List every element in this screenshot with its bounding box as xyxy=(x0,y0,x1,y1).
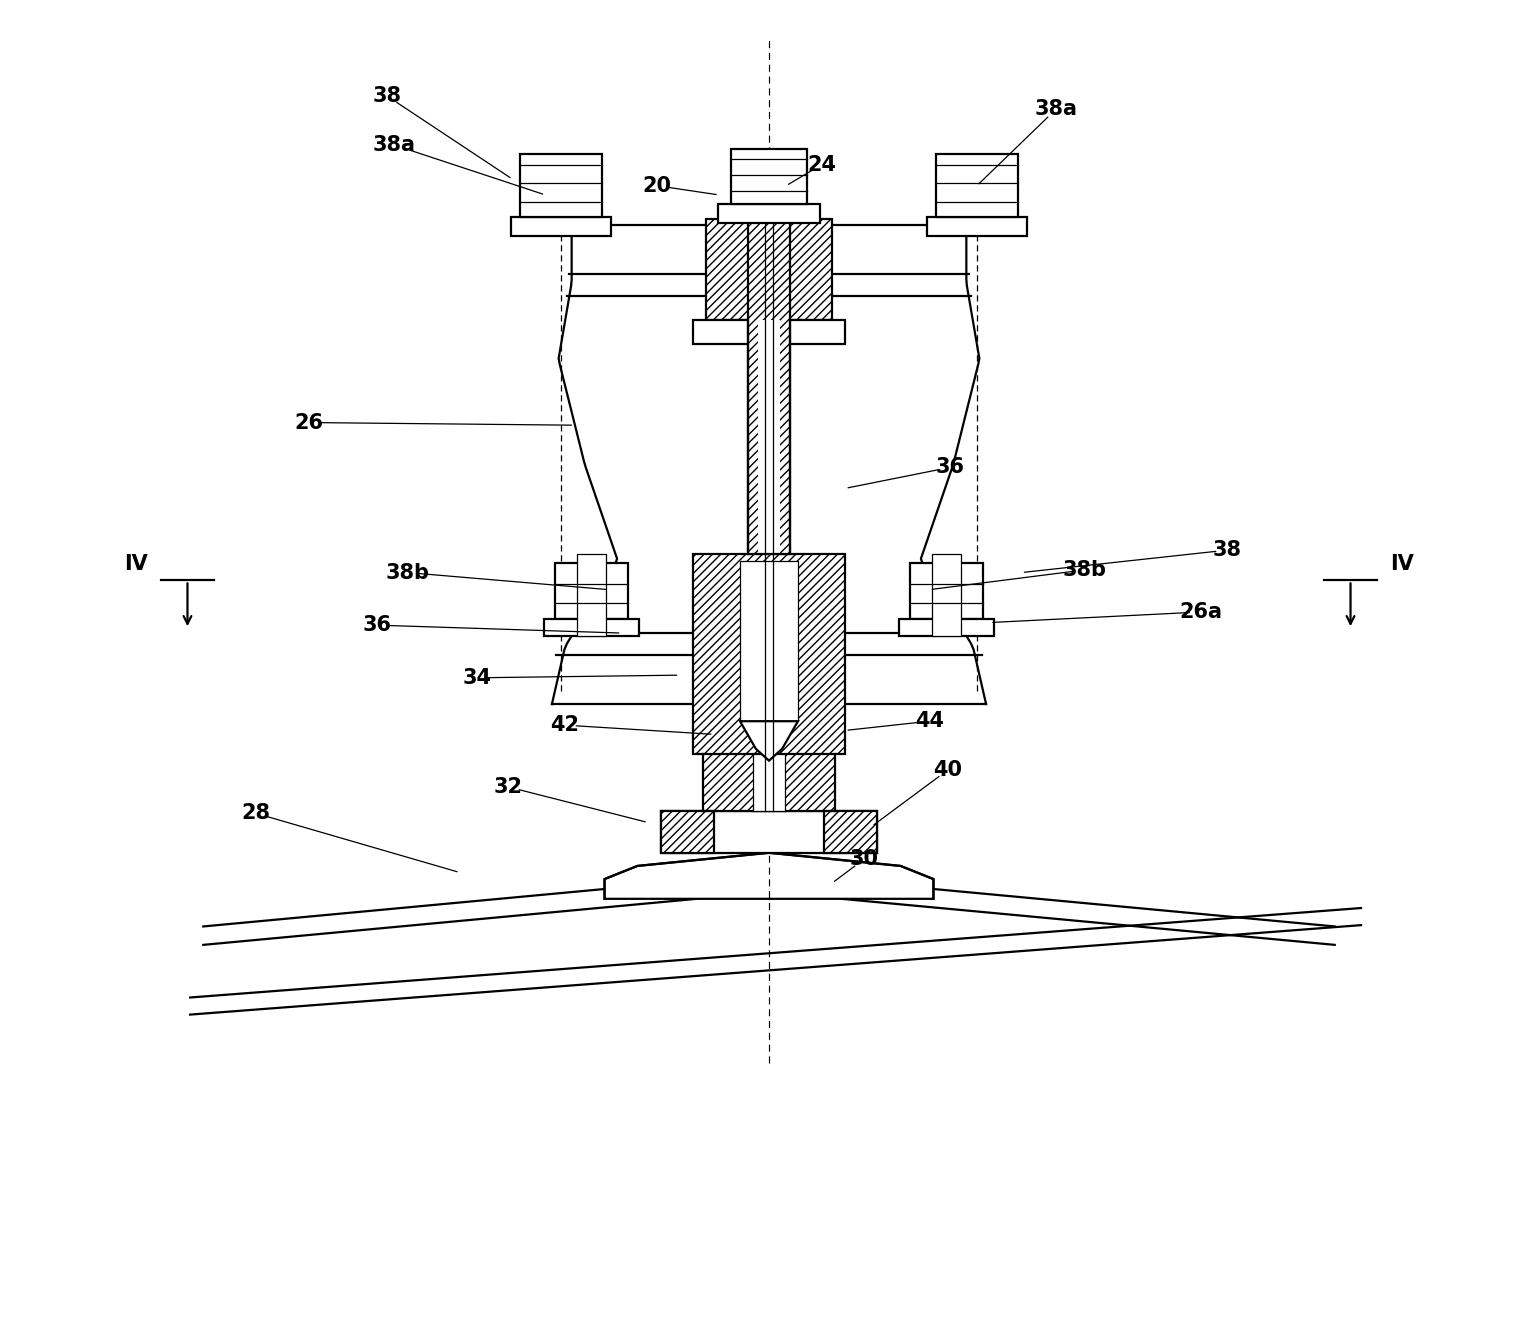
Bar xyxy=(824,810,877,853)
Text: 38: 38 xyxy=(1212,540,1241,560)
Text: 38b: 38b xyxy=(1063,560,1107,580)
Text: 20: 20 xyxy=(643,176,672,196)
Bar xyxy=(692,555,846,755)
Bar xyxy=(751,320,787,555)
Bar xyxy=(754,755,784,810)
Bar xyxy=(780,320,791,555)
Text: 38a: 38a xyxy=(372,135,415,155)
Text: 32: 32 xyxy=(494,777,523,797)
Bar xyxy=(661,810,877,853)
Polygon shape xyxy=(604,853,934,899)
Text: 40: 40 xyxy=(934,760,963,780)
Bar xyxy=(740,560,798,722)
Bar xyxy=(703,755,835,810)
Text: 44: 44 xyxy=(915,711,944,731)
Text: 38a: 38a xyxy=(1035,99,1077,119)
Bar xyxy=(747,320,758,555)
Bar xyxy=(511,217,611,236)
Text: IV: IV xyxy=(1390,553,1413,573)
Bar xyxy=(754,755,784,810)
Bar xyxy=(900,618,994,636)
Bar xyxy=(910,563,983,618)
Text: 26a: 26a xyxy=(1180,602,1223,622)
Text: 30: 30 xyxy=(849,850,878,870)
Bar xyxy=(731,148,807,204)
Text: 42: 42 xyxy=(551,715,580,735)
Bar xyxy=(769,214,791,555)
Bar xyxy=(661,810,714,853)
Text: 24: 24 xyxy=(807,155,837,175)
Bar xyxy=(555,563,628,618)
Polygon shape xyxy=(740,722,798,761)
Text: 28: 28 xyxy=(241,804,271,824)
Bar xyxy=(692,320,846,344)
Text: 26: 26 xyxy=(294,413,323,433)
Bar xyxy=(544,618,638,636)
Bar xyxy=(577,555,606,636)
Bar xyxy=(747,214,769,555)
Bar xyxy=(520,154,601,217)
Text: 36: 36 xyxy=(363,616,392,636)
Bar xyxy=(927,217,1027,236)
Bar xyxy=(932,555,961,636)
Text: 36: 36 xyxy=(937,457,964,477)
Text: 38b: 38b xyxy=(384,563,429,583)
Polygon shape xyxy=(552,225,986,704)
Bar xyxy=(706,218,832,320)
Text: 34: 34 xyxy=(463,667,492,687)
Text: IV: IV xyxy=(125,553,148,573)
Bar xyxy=(747,214,791,555)
Bar xyxy=(937,154,1018,217)
Text: 38: 38 xyxy=(372,86,401,106)
Bar xyxy=(718,204,820,222)
